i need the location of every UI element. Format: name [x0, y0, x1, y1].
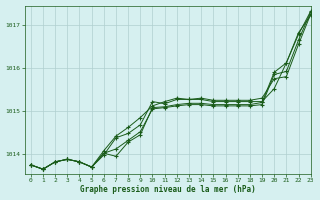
X-axis label: Graphe pression niveau de la mer (hPa): Graphe pression niveau de la mer (hPa) — [80, 185, 256, 194]
